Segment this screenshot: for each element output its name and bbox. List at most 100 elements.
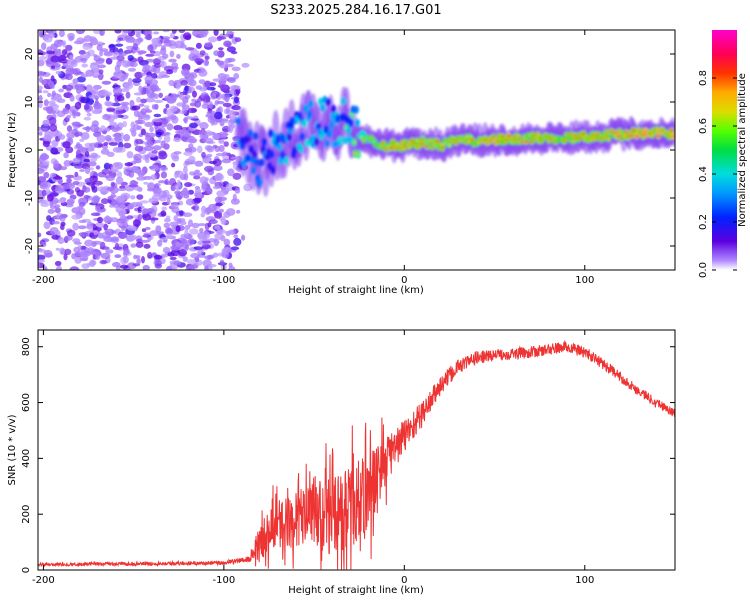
- heatmap-cell: [72, 181, 80, 185]
- heatmap-cell: [78, 132, 83, 137]
- y-tick-label: -20: [24, 238, 35, 254]
- heatmap-cell: [95, 251, 101, 260]
- heatmap-cell: [114, 254, 122, 258]
- heatmap-cell: [173, 137, 182, 143]
- heatmap-cell: [223, 141, 229, 147]
- heatmap-cell: [38, 131, 43, 136]
- heatmap-cell: [58, 58, 69, 64]
- heatmap-cell: [112, 87, 123, 95]
- heatmap-cell: [221, 84, 230, 93]
- heatmap-cell: [177, 249, 187, 257]
- heatmap-cell: [212, 133, 221, 141]
- heatmap-cell: [58, 198, 66, 204]
- heatmap-cell: [83, 158, 91, 163]
- heatmap-cell: [129, 127, 136, 133]
- heatmap-cell: [38, 259, 45, 263]
- heatmap-cell: [79, 138, 85, 142]
- heatmap-cell: [164, 131, 170, 136]
- heatmap-cell: [69, 54, 74, 60]
- heatmap-cell: [199, 123, 209, 128]
- heatmap-cell: [106, 108, 115, 113]
- heatmap-cell: [41, 42, 47, 50]
- heatmap-cell: [55, 70, 62, 75]
- heatmap-cell: [93, 102, 103, 110]
- heatmap-cell: [201, 103, 211, 109]
- heatmap-cell: [100, 125, 106, 132]
- heatmap-cell: [119, 210, 125, 215]
- heatmap-cell: [155, 131, 162, 138]
- heatmap-x-axis: -200 -100 0 100: [32, 30, 594, 286]
- heatmap-cell: [106, 175, 115, 182]
- heatmap-cell: [38, 49, 43, 55]
- heatmap-cell: [66, 132, 75, 139]
- heatmap-cell: [151, 150, 158, 154]
- heatmap-cell: [222, 102, 232, 107]
- heatmap-cell: [276, 142, 282, 151]
- y-tick-label: 0: [21, 567, 32, 573]
- heatmap-cell: [83, 195, 90, 199]
- heatmap-cell: [169, 105, 178, 112]
- heatmap-cell: [153, 51, 162, 57]
- heatmap-cell: [253, 132, 259, 141]
- heatmap-cell: [65, 73, 73, 81]
- heatmap-cell: [76, 189, 84, 197]
- heatmap-cell: [201, 151, 206, 158]
- heatmap-cell: [149, 50, 156, 54]
- heatmap-cell: [61, 218, 66, 222]
- heatmap-cell: [202, 155, 212, 164]
- heatmap-cell: [51, 65, 55, 69]
- heatmap-cell: [63, 248, 72, 256]
- heatmap-noise-layer: [38, 30, 253, 270]
- heatmap-cell: [43, 99, 49, 107]
- heatmap-cell: [123, 255, 129, 264]
- heatmap-cell: [59, 247, 66, 255]
- heatmap-cell: [138, 115, 143, 124]
- heatmap-cell: [176, 102, 185, 107]
- heatmap-cell: [214, 232, 224, 240]
- heatmap-cell: [166, 215, 171, 219]
- heatmap-cell: [162, 53, 169, 59]
- heatmap-cell: [74, 101, 82, 110]
- heatmap-cell: [195, 205, 200, 211]
- heatmap-cell: [191, 98, 196, 103]
- heatmap-cell: [198, 79, 206, 85]
- heatmap-cell: [204, 59, 209, 66]
- heatmap-cell: [82, 43, 91, 50]
- heatmap-cell: [176, 130, 185, 136]
- heatmap-cell: [84, 151, 90, 157]
- heatmap-cell: [166, 233, 173, 239]
- heatmap-cell: [154, 93, 159, 100]
- heatmap-cell: [45, 188, 50, 193]
- heatmap-cell: [151, 194, 162, 201]
- heatmap-cell: [112, 261, 121, 268]
- heatmap-cell: [137, 50, 147, 54]
- heatmap-cell: [616, 134, 621, 138]
- heatmap-cell: [196, 145, 203, 154]
- heatmap-cell: [152, 186, 162, 194]
- heatmap-cell: [435, 139, 440, 143]
- heatmap-cell: [299, 132, 305, 141]
- heatmap-cell: [179, 210, 184, 216]
- snr-frame: [37, 329, 676, 571]
- heatmap-cell: [43, 171, 50, 179]
- heatmap-cell: [143, 181, 149, 185]
- heatmap-cell: [202, 95, 211, 103]
- heatmap-cell: [143, 30, 149, 37]
- heatmap-cell: [153, 118, 163, 123]
- heatmap-cell: [524, 140, 529, 143]
- heatmap-cell: [43, 221, 51, 230]
- x-tick-label: 100: [575, 575, 594, 586]
- heatmap-cell: [71, 214, 82, 220]
- heatmap-cell: [221, 247, 229, 256]
- heatmap-cell: [42, 90, 49, 94]
- heatmap-cell: [184, 129, 190, 136]
- x-tick-label: 0: [401, 575, 407, 586]
- heatmap-cell: [166, 197, 171, 205]
- heatmap-cell: [80, 57, 88, 62]
- heatmap-cell: [137, 206, 142, 212]
- heatmap-cell: [328, 121, 334, 130]
- heatmap-cell: [80, 96, 91, 104]
- heatmap-cell: [66, 199, 75, 206]
- heatmap-cell: [175, 83, 181, 90]
